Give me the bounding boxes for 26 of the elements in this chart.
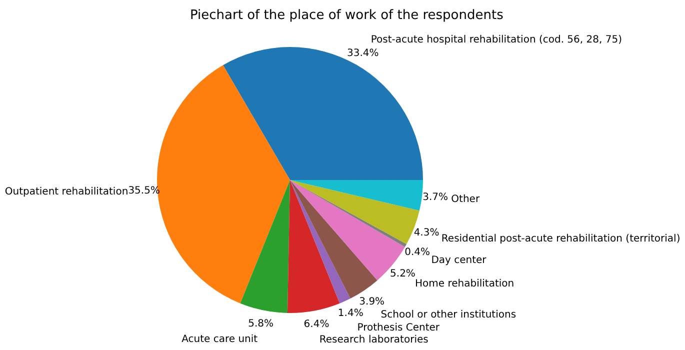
data-label: 5.2%: [390, 268, 416, 280]
data-label: 4.3%: [414, 228, 440, 239]
slice-label: Prothesis Center: [357, 322, 440, 334]
slice-label: Outpatient rehabilitation: [4, 186, 128, 198]
data-label: 3.7%: [422, 192, 448, 203]
slice-label: Research laboratories: [319, 334, 428, 346]
chart-title: Piechart of the place of work of the respondents: [190, 8, 504, 23]
pie-slice: [287, 180, 340, 313]
pie-slice: [240, 180, 290, 313]
slice-label: Post-acute hospital rehabilitation (cod. 56, 28, 75): [370, 34, 622, 46]
slice-label: Day center: [431, 254, 488, 266]
data-label: 3.9%: [359, 296, 385, 308]
pie-slice: [290, 180, 378, 299]
pie-slice: [223, 47, 423, 180]
data-label: 5.8%: [248, 318, 274, 330]
data-label: 0.4%: [404, 247, 430, 258]
data-label: 33.4%: [346, 48, 379, 60]
pie-slice: [290, 180, 350, 304]
pie-slice: [290, 180, 423, 211]
slice-label: Other: [451, 194, 480, 205]
slice-label: Home rehabilitation: [415, 278, 514, 290]
slice-label: Residential post-acute rehabilitation (territorial): [441, 233, 680, 244]
data-label: 1.4%: [338, 308, 364, 320]
slice-label: Acute care unit: [182, 334, 258, 345]
slice-label: School or other institutions: [380, 309, 516, 320]
data-label: 6.4%: [304, 318, 330, 330]
